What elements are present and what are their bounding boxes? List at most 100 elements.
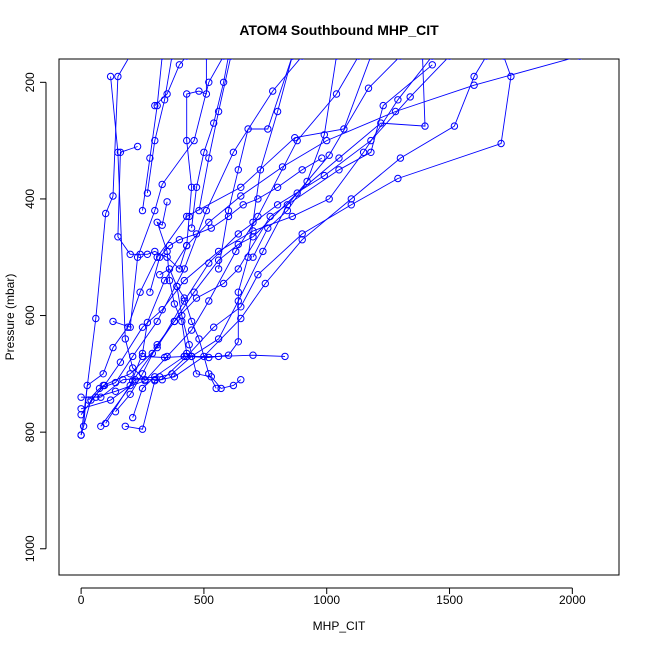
data-point [121,335,130,343]
data-point [173,282,181,291]
data-point [185,212,193,221]
data-point [332,90,341,98]
data-point [187,224,196,232]
data-point [109,317,117,326]
data-point [269,87,277,95]
data-point [298,236,306,244]
x-tick-label: 1500 [436,593,463,607]
data-point [507,72,515,81]
data-point [254,195,262,203]
data-point [501,59,506,60]
data-point [237,314,245,323]
data-point [256,166,265,174]
data-point [175,265,184,273]
data-point [340,125,348,133]
profile-line-10 [125,59,486,430]
data-point [106,396,115,404]
data-point [497,139,505,148]
data-point [153,218,161,227]
data-point [160,96,169,104]
data-point [234,265,243,273]
profile-line-11 [80,59,571,410]
data-point [254,212,262,221]
data-point [205,78,213,87]
data-point [325,151,333,159]
data-point [237,376,245,384]
data-point [335,166,343,174]
data-point [200,148,208,157]
data-point [298,230,306,238]
data-point [577,59,582,60]
data-point [264,125,272,133]
series-layer [77,59,582,439]
data-point [170,317,179,326]
data-point [151,136,159,145]
data-point [217,384,225,393]
data-point [183,212,191,221]
data-point [190,136,198,145]
data-point [79,422,88,430]
data-point [180,276,189,285]
data-point [151,376,159,384]
data-point [249,218,257,227]
data-point [111,387,120,395]
data-point [129,413,137,422]
data-point [205,353,213,362]
data-point [116,148,125,157]
profile-line-12 [115,59,426,412]
data-point [165,276,174,285]
data-point [183,136,191,145]
data-point [428,61,436,69]
profile-line-22 [146,59,172,194]
data-point [183,90,191,98]
data-point [106,72,115,81]
data-point [138,323,147,331]
data-point [430,59,435,60]
data-point [114,148,122,157]
profile-line-28 [149,157,323,293]
data-point [111,408,120,416]
data-point [470,72,478,81]
data-point [234,166,243,174]
data-point [195,87,203,95]
data-point [83,381,91,390]
data-point [109,192,117,200]
data-point [447,59,452,60]
data-point [288,212,296,221]
data-point [318,154,326,162]
y-axis-label: Pressure (mbar) [3,274,17,361]
x-axis: 0 500 1000 1500 2000 [78,587,586,607]
y-tick-label: 800 [23,422,37,442]
profile-line-4 [80,59,431,436]
profile-line-19 [159,268,242,389]
data-point [205,370,213,378]
data-point [368,59,374,60]
profile-line-26 [198,59,231,211]
data-point [126,381,134,390]
x-axis-label: MHP_CIT [313,619,366,633]
profile-line-27 [191,59,229,229]
data-point [136,288,144,296]
data-point [151,101,159,110]
data-point [219,78,228,87]
data-point [214,107,223,116]
data-point [359,148,368,157]
profile-line-23 [142,59,163,211]
data-point [126,250,134,259]
data-point [77,431,85,439]
data-point [303,177,311,186]
data-point [163,198,171,206]
data-point [97,393,105,401]
data-point [170,373,179,381]
data-point [335,154,343,162]
data-point [192,230,201,238]
data-point [138,425,147,433]
data-point [221,59,226,60]
profile-line-14 [142,59,292,358]
x-tick-label: 1000 [313,593,340,607]
data-point [192,183,201,192]
profile-line-1 [80,59,129,436]
data-point [207,224,216,232]
data-point [254,271,262,279]
data-point [232,247,240,256]
